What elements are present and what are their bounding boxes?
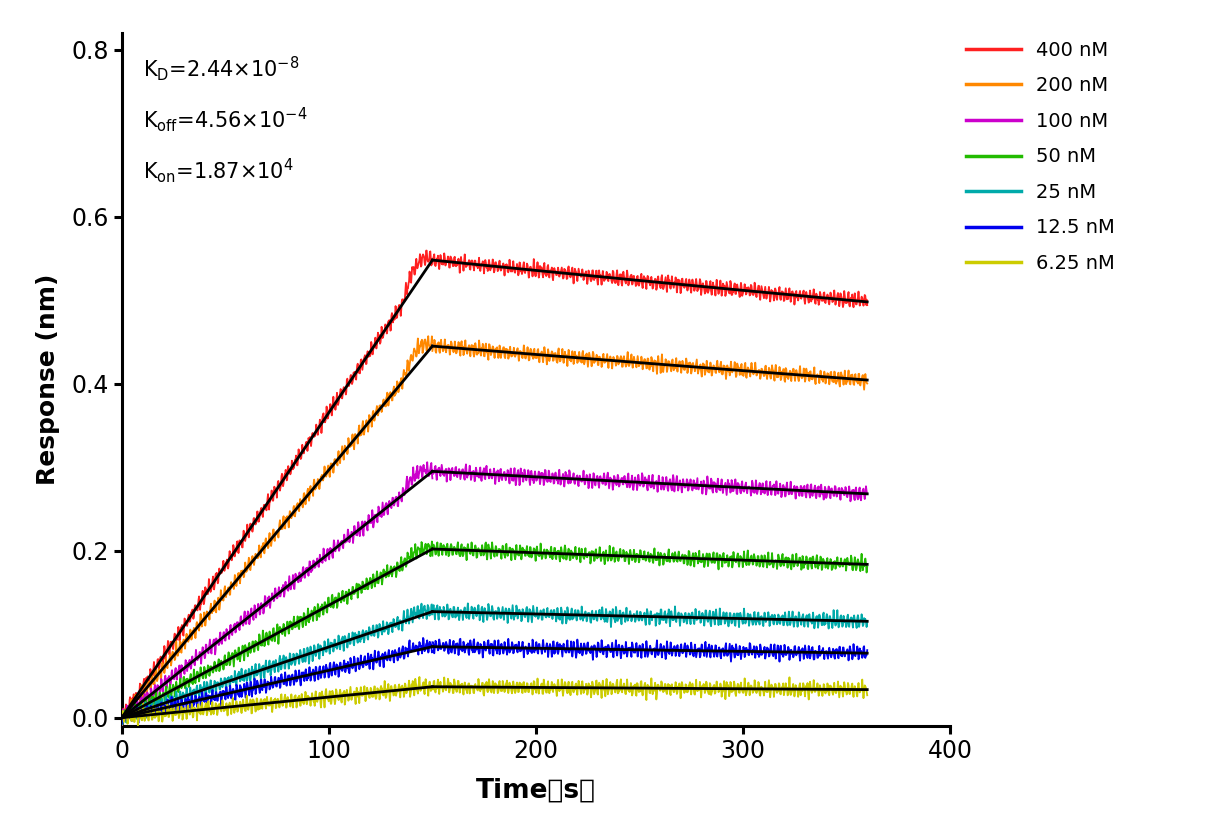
Legend: 400 nM, 200 nM, 100 nM, 50 nM, 25 nM, 12.5 nM, 6.25 nM: 400 nM, 200 nM, 100 nM, 50 nM, 25 nM, 12…	[959, 33, 1123, 280]
Text: K$_\mathregular{D}$=2.44×10$^{-8}$
K$_\mathregular{off}$=4.56×10$^{-4}$
K$_\math: K$_\mathregular{D}$=2.44×10$^{-8}$ K$_\m…	[143, 54, 307, 185]
X-axis label: Time（s）: Time（s）	[476, 777, 596, 803]
Y-axis label: Response (nm): Response (nm)	[37, 274, 60, 485]
